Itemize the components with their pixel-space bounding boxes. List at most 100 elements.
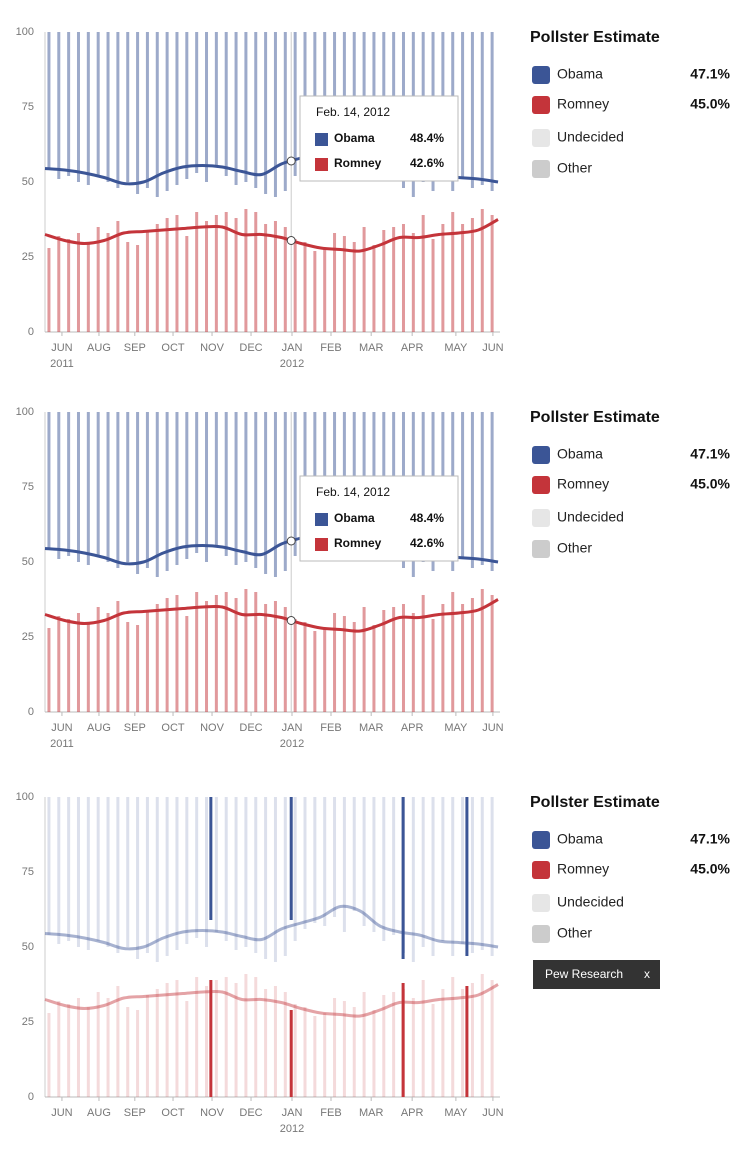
- legend-swatch[interactable]: [532, 446, 550, 464]
- legend-estimate: 45.0%: [690, 861, 730, 877]
- legend-swatch[interactable]: [532, 925, 550, 943]
- tooltip-value: 42.6%: [410, 156, 444, 170]
- obama-poll-bar: [165, 412, 169, 571]
- romney-poll-bar: [136, 1010, 140, 1097]
- obama-poll-bar: [264, 32, 268, 194]
- romney-poll-bar: [451, 977, 455, 1097]
- x-tick-label: APR: [401, 722, 424, 734]
- obama-poll-bar: [86, 412, 90, 565]
- obama-poll-bar: [470, 412, 474, 568]
- romney-poll-bar: [323, 628, 327, 712]
- legend-swatch[interactable]: [532, 160, 550, 178]
- obama-poll-bar: [234, 412, 238, 565]
- tooltip-swatch: [315, 513, 328, 526]
- romney-poll-bar: [86, 242, 90, 332]
- romney-poll-bar: [362, 227, 366, 332]
- romney-poll-bar: [362, 992, 366, 1097]
- obama-poll-bar: [264, 797, 268, 959]
- legend-label[interactable]: Romney: [557, 861, 609, 877]
- legend-label[interactable]: Obama: [557, 66, 603, 82]
- legend-label[interactable]: Other: [557, 925, 592, 941]
- tooltip-swatch: [315, 158, 328, 171]
- x-tick-label: OCT: [161, 1107, 185, 1119]
- legend-swatch[interactable]: [532, 894, 550, 912]
- romney-trend-line: [44, 983, 499, 1018]
- romney-poll-bar: [195, 592, 199, 712]
- obama-poll-bar: [461, 32, 465, 179]
- obama-poll-bar: [303, 797, 307, 929]
- romney-trend-line: [44, 598, 499, 633]
- obama-poll-bar: [470, 797, 474, 953]
- obama-poll-bar: [273, 412, 277, 577]
- x-tick-label: AUG: [87, 1107, 111, 1119]
- romney-poll-bar: [431, 239, 435, 332]
- legend-swatch[interactable]: [532, 861, 550, 879]
- x-tick-label: JAN: [282, 722, 303, 734]
- legend-label[interactable]: Romney: [557, 96, 609, 112]
- romney-poll-bar: [392, 227, 396, 332]
- romney-poll-bar: [96, 607, 100, 712]
- romney-poll-bar: [234, 598, 238, 712]
- legend-title: Pollster Estimate: [530, 794, 660, 811]
- legend-label[interactable]: Other: [557, 160, 592, 176]
- x-year-label: 2012: [280, 738, 304, 750]
- legend-label[interactable]: Other: [557, 540, 592, 556]
- legend-label[interactable]: Undecided: [557, 509, 624, 525]
- romney-poll-bar: [145, 230, 149, 332]
- romney-poll-bar: [67, 1004, 71, 1097]
- tooltip-date: Feb. 14, 2012: [316, 105, 390, 119]
- pollster-filter-close[interactable]: x: [644, 967, 650, 981]
- legend-label[interactable]: Undecided: [557, 894, 624, 910]
- obama-poll-bar: [126, 412, 130, 562]
- obama-poll-bar: [293, 797, 297, 941]
- romney-poll-bar: [214, 980, 218, 1097]
- tooltip-name: Romney: [334, 156, 382, 170]
- obama-poll-bar: [333, 797, 337, 917]
- legend-label[interactable]: Undecided: [557, 129, 624, 145]
- x-tick-label: JUN: [482, 1107, 503, 1119]
- legend-swatch[interactable]: [532, 509, 550, 527]
- legend-label[interactable]: Obama: [557, 831, 603, 847]
- legend-swatch[interactable]: [532, 96, 550, 114]
- romney-poll-bar: [175, 980, 179, 1097]
- romney-poll-bar: [175, 595, 179, 712]
- romney-poll-bar: [224, 592, 228, 712]
- obama-poll-bar: [195, 412, 199, 553]
- obama-poll-bar: [313, 412, 317, 538]
- x-tick-label: JUN: [51, 342, 72, 354]
- romney-poll-bar: [490, 215, 494, 332]
- pollster-filter-button[interactable]: [533, 960, 660, 989]
- legend-label[interactable]: Obama: [557, 446, 603, 462]
- obama-poll-bar: [283, 412, 287, 571]
- romney-poll-bar: [155, 989, 159, 1097]
- romney-poll-bar: [126, 242, 130, 332]
- romney-poll-bar: [461, 604, 465, 712]
- obama-poll-bar: [126, 797, 130, 947]
- romney-poll-bar: [323, 248, 327, 332]
- obama-poll-bar: [195, 797, 199, 938]
- legend-swatch[interactable]: [532, 476, 550, 494]
- legend-swatch[interactable]: [532, 129, 550, 147]
- legend-estimate: 47.1%: [690, 66, 730, 82]
- obama-poll-bar: [333, 32, 337, 152]
- legend-swatch[interactable]: [532, 66, 550, 84]
- obama-poll-bar: [86, 32, 90, 185]
- highlight-poll-bar: [289, 797, 293, 920]
- romney-poll-bar: [283, 992, 287, 1097]
- x-tick-label: NOV: [200, 1107, 225, 1119]
- obama-poll-bar: [362, 797, 366, 926]
- obama-poll-bar: [76, 412, 80, 562]
- obama-poll-bar: [461, 412, 465, 559]
- x-tick-label: SEP: [124, 342, 146, 354]
- legend-label[interactable]: Romney: [557, 476, 609, 492]
- obama-poll-bar: [323, 797, 327, 926]
- pollster-filter-label: Pew Research: [545, 967, 623, 981]
- romney-poll-bar: [254, 977, 258, 1097]
- romney-poll-bar: [254, 592, 258, 712]
- legend-swatch[interactable]: [532, 831, 550, 849]
- legend-swatch[interactable]: [532, 540, 550, 558]
- romney-poll-bar: [76, 998, 80, 1097]
- obama-poll-bar: [254, 797, 258, 953]
- obama-poll-bar: [96, 797, 100, 941]
- x-tick-label: JUN: [482, 722, 503, 734]
